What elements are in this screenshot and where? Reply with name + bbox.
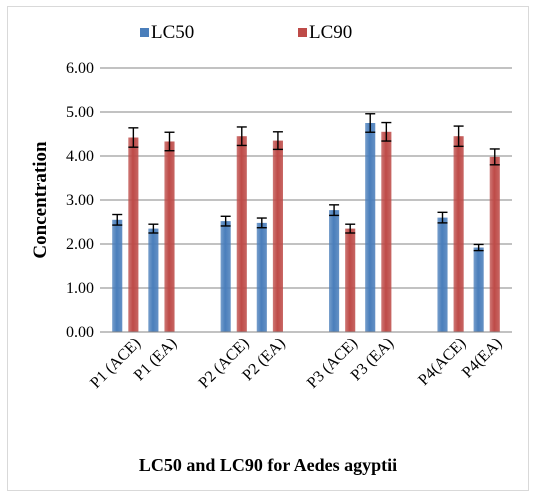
error-bar — [272, 131, 283, 151]
error-bar — [256, 217, 267, 229]
y-tick-label: 4.00 — [66, 148, 94, 165]
error-bar — [236, 126, 247, 147]
error-bar — [381, 121, 392, 142]
x-tick-label: P2 (ACE) — [196, 335, 253, 392]
gridlines — [100, 67, 512, 289]
error-bar — [329, 204, 340, 217]
x-tick-label: P3 (ACE) — [304, 335, 361, 392]
bars — [112, 123, 500, 332]
legend: LC50 LC90 — [140, 22, 352, 43]
bar-lc50 — [220, 221, 231, 332]
bar-lc50 — [473, 247, 484, 332]
bar-lc50 — [148, 228, 159, 332]
y-axis-ticks: 0.00 1.00 2.00 3.00 4.00 5.00 6.00 — [66, 60, 94, 341]
bar-lc90 — [164, 141, 175, 332]
y-tick-label: 3.00 — [66, 192, 94, 209]
bar-lc90 — [272, 140, 283, 332]
y-tick-label: 2.00 — [66, 236, 94, 253]
legend-label: LC90 — [309, 22, 352, 43]
error-bar — [148, 223, 159, 234]
x-axis-ticks: P1 (ACE)P1 (EA) P2 (ACE)P2 (EA) P3 (ACE)P3… — [87, 335, 505, 392]
y-tick-label: 0.00 — [66, 324, 94, 341]
bar-lc50 — [365, 123, 376, 332]
y-axis-label: Concentration — [30, 141, 51, 259]
error-bar — [345, 223, 356, 234]
bar-lc90 — [236, 136, 247, 332]
y-tick-label: 1.00 — [66, 280, 94, 297]
error-bar — [128, 127, 139, 148]
legend-item-lc50: LC50 — [140, 22, 194, 43]
bar-lc50 — [329, 210, 340, 332]
error-bar — [473, 243, 484, 252]
x-tick-label: P4(ACE) — [415, 335, 469, 389]
error-bar — [164, 131, 175, 152]
legend-item-lc90: LC90 — [298, 22, 352, 43]
legend-swatch — [298, 28, 307, 37]
bar-lc90 — [345, 228, 356, 332]
y-tick-label: 5.00 — [66, 104, 94, 121]
y-tick-label: 6.00 — [66, 60, 94, 77]
error-bar — [453, 125, 464, 148]
bar-lc90 — [489, 156, 500, 332]
error-bars — [112, 113, 500, 252]
error-bar — [489, 148, 500, 166]
bar-lc50 — [437, 217, 448, 332]
bar-lc90 — [453, 136, 464, 332]
bar-lc50 — [256, 222, 267, 332]
x-tick-label: P4(EA) — [459, 335, 506, 382]
bar-lc50 — [112, 219, 123, 332]
legend-label: LC50 — [151, 22, 194, 43]
chart-caption: LC50 and LC90 for Aedes agyptii — [138, 455, 398, 475]
legend-swatch — [140, 28, 149, 37]
bar-lc90 — [381, 131, 392, 332]
bar-lc90 — [128, 137, 139, 332]
error-bar — [112, 213, 123, 226]
error-bar — [220, 215, 231, 227]
x-tick-label: P1 (ACE) — [87, 335, 144, 392]
error-bar — [365, 113, 376, 133]
error-bar — [437, 211, 448, 224]
